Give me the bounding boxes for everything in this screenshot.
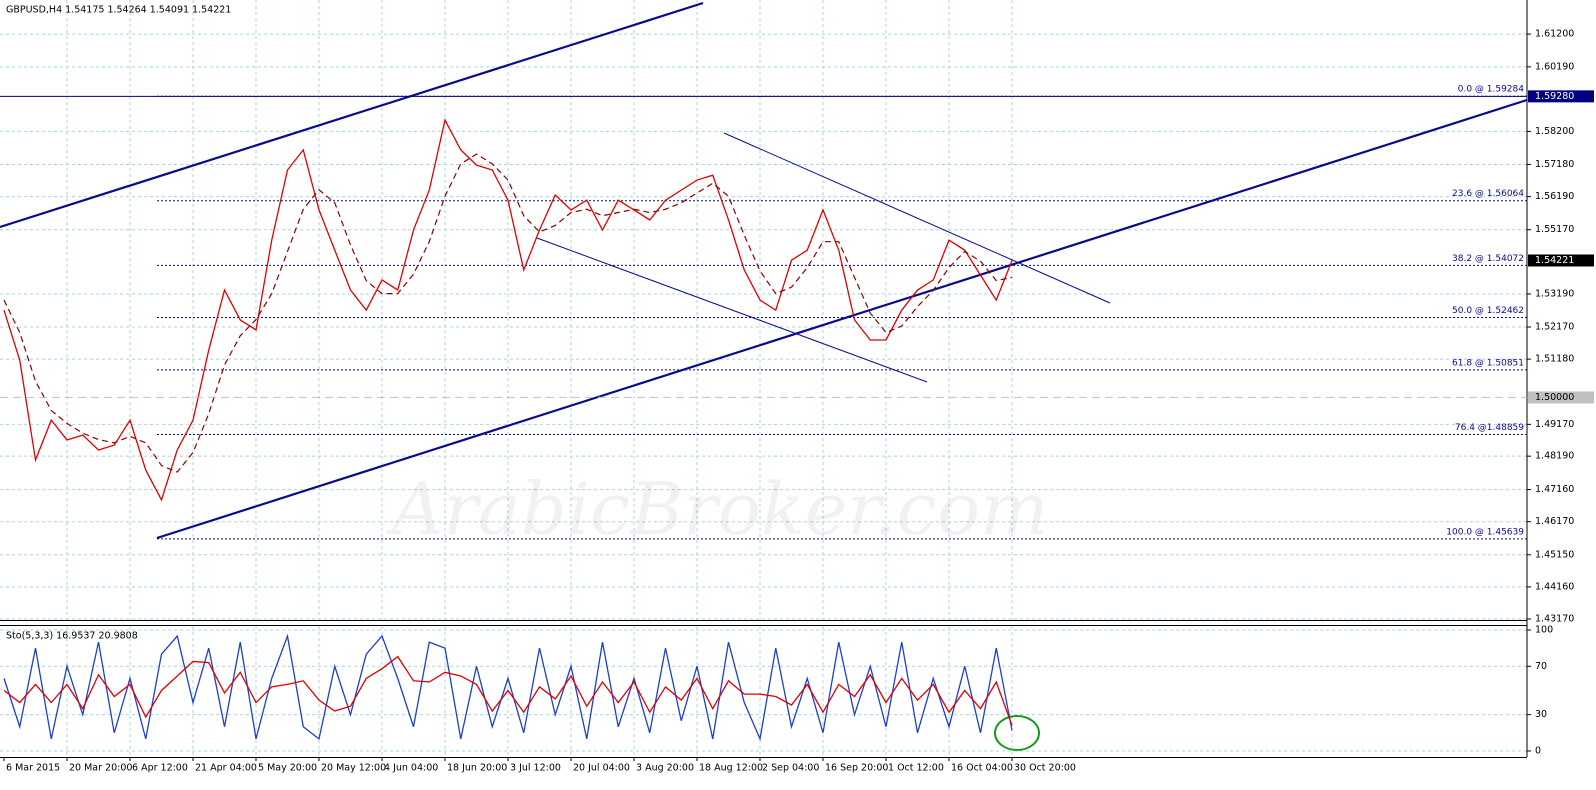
y-tick-label: 1.49170 <box>1535 419 1574 430</box>
channel-line <box>723 132 1111 304</box>
series-line <box>3 118 1013 502</box>
y-tick-label: 1.44160 <box>1535 581 1574 592</box>
fib-label: 61.8 @ 1.50851 <box>1452 358 1524 368</box>
price-marker-label: 1.54221 <box>1535 255 1574 266</box>
y-tick-label: 1.51180 <box>1535 354 1574 365</box>
fib-label: 0.0 @ 1.59284 <box>1458 85 1525 95</box>
x-tick-label: 21 Apr 04:00 <box>195 763 257 774</box>
trend-line <box>156 98 1528 540</box>
x-tick-label: 5 May 20:00 <box>258 763 317 774</box>
price-marker <box>1528 254 1594 267</box>
x-tick-label: 6 Apr 12:00 <box>132 763 188 774</box>
x-tick-label: 3 Aug 20:00 <box>636 763 694 774</box>
fib-label: 23.6 @ 1.56064 <box>1452 189 1524 199</box>
panel-title: GBPUSD,H4 1.54175 1.54264 1.54091 1.5422… <box>6 5 231 16</box>
series-line <box>3 633 1013 742</box>
y-tick-label: 1.46170 <box>1535 516 1574 527</box>
x-tick-label: 16 Sep 20:00 <box>825 763 888 774</box>
y-tick-label: 1.45150 <box>1535 549 1574 560</box>
x-tick-label: 20 Jul 04:00 <box>573 763 630 774</box>
y-tick-label: 1.48190 <box>1535 451 1574 462</box>
y-tick-label: 1.43170 <box>1535 614 1574 625</box>
y-tick-label: 1.53190 <box>1535 288 1574 299</box>
channel-line <box>536 237 928 383</box>
x-tick-label: 18 Aug 12:00 <box>699 763 763 774</box>
y-tick-label: 30 <box>1535 709 1547 720</box>
y-tick-label: 70 <box>1535 661 1547 672</box>
y-tick-label: 1.52170 <box>1535 322 1574 333</box>
series-line <box>3 153 1013 473</box>
x-tick-label: 16 Oct 04:00 <box>951 763 1013 774</box>
series-line <box>3 655 1013 726</box>
x-tick-label: 4 Jun 04:00 <box>384 763 438 774</box>
price-marker <box>1528 391 1594 404</box>
price-marker-label: 1.59280 <box>1535 91 1574 102</box>
y-tick-label: 1.60190 <box>1535 61 1574 72</box>
panel-title: Sto(5,3,3) 16.9537 20.9808 <box>6 631 138 642</box>
highlight-circle <box>994 715 1040 751</box>
trend-line <box>0 1 704 229</box>
y-tick-label: 1.57180 <box>1535 159 1574 170</box>
x-tick-label: 18 Jun 20:00 <box>447 763 507 774</box>
y-tick-label: 1.47160 <box>1535 484 1574 495</box>
x-tick-label: 2 Sep 04:00 <box>762 763 819 774</box>
x-tick-label: 1 Oct 12:00 <box>888 763 944 774</box>
fib-label: 38.2 @ 1.54072 <box>1452 254 1524 264</box>
price-marker-label: 1.50000 <box>1535 392 1574 403</box>
watermark: ArabicBroker.com <box>385 467 1048 551</box>
x-tick-label: 6 Mar 2015 <box>6 763 60 774</box>
x-tick-label: 3 Jul 12:00 <box>510 763 561 774</box>
y-tick-label: 0 <box>1535 745 1541 756</box>
y-tick-label: 1.61200 <box>1535 29 1574 40</box>
x-tick-label: 20 Mar 20:00 <box>69 763 132 774</box>
y-tick-label: 1.56190 <box>1535 191 1574 202</box>
y-tick-label: 100 <box>1535 624 1553 635</box>
y-tick-label: 1.58200 <box>1535 126 1574 137</box>
fib-label: 100.0 @ 1.45639 <box>1446 527 1524 537</box>
y-tick-label: 1.55170 <box>1535 224 1574 235</box>
price-marker <box>1528 90 1594 103</box>
x-tick-label: 20 May 12:00 <box>321 763 386 774</box>
fib-label: 76.4 @1.48859 <box>1455 423 1524 433</box>
x-tick-label: 30 Oct 20:00 <box>1014 763 1076 774</box>
grid <box>0 0 1527 757</box>
fib-label: 50.0 @ 1.52462 <box>1452 306 1524 316</box>
